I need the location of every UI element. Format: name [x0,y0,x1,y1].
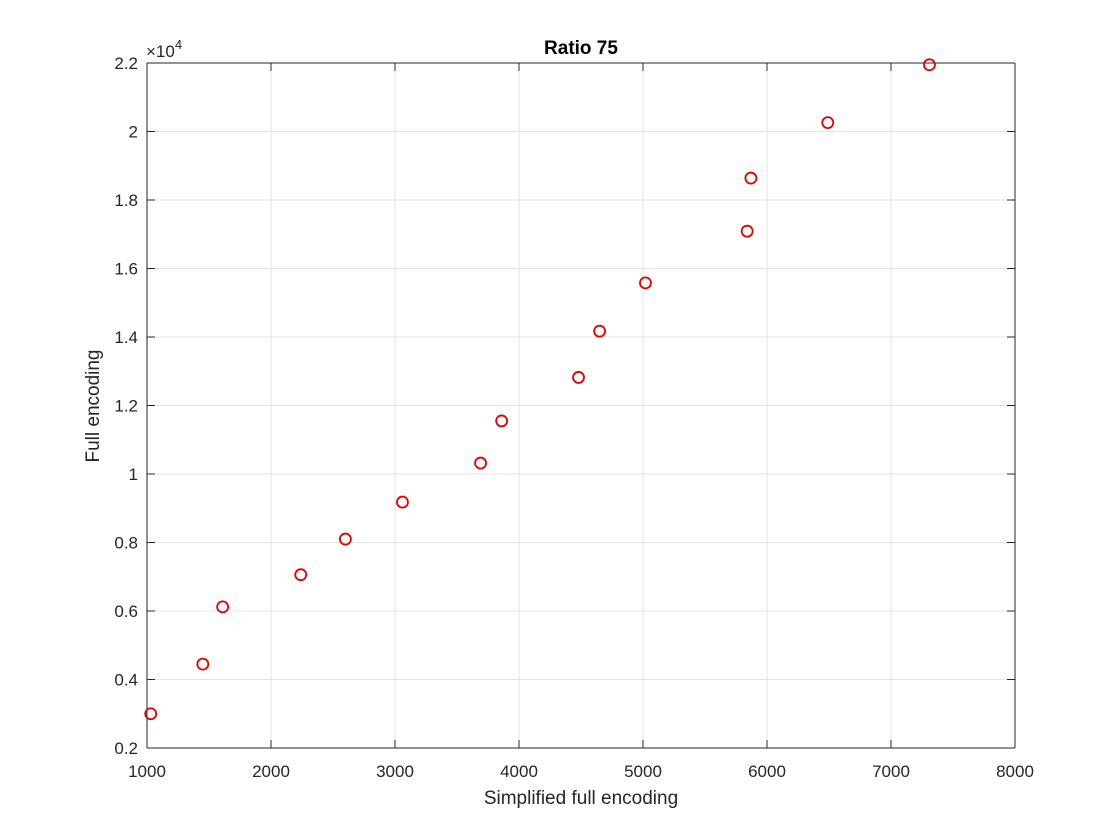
y-axis-ticks: 0.2 0.4 0.6 0.8 1 1.2 1.4 1.6 1.8 2 2.2 [114,54,1015,758]
x-tick-label: 4000 [500,762,538,781]
scatter-point [144,707,158,721]
y-tick-label: 1.4 [114,328,138,347]
x-tick-label: 5000 [624,762,662,781]
y-tick-label: 0.6 [114,602,138,621]
y-tick-label: 2.2 [114,54,138,73]
scatter-point [338,532,352,546]
scatter-point [495,414,509,428]
chart-title: Ratio 75 [544,38,618,59]
y-tick-label: 1.6 [114,260,138,279]
x-tick-label: 7000 [872,762,910,781]
x-tick-label: 6000 [748,762,786,781]
scatter-point [744,171,758,185]
scatter-point [593,324,606,338]
y-axis-label: Full encoding [83,349,104,462]
x-axis-label: Simplified full encoding [484,788,678,809]
scatter-point [923,58,936,72]
scatter-point [396,495,409,509]
y-exponent-base: ×10 [146,42,175,61]
y-tick-label: 1 [129,465,138,484]
x-tick-label: 1000 [128,762,166,781]
y-tick-label: 0.2 [114,739,138,758]
x-tick-label: 8000 [996,762,1034,781]
scatter-point [821,116,835,129]
x-tick-label: 2000 [252,762,290,781]
x-tick-label: 3000 [376,762,414,781]
data-points [144,58,936,721]
scatter-point [294,568,308,582]
scatter-point [572,371,585,384]
y-tick-label: 1.2 [114,397,138,416]
y-tick-label: 2 [129,123,138,142]
y-axis-exponent: ×104 [146,37,182,61]
y-tick-label: 0.4 [114,671,138,690]
scatter-point [639,276,652,290]
scatter-point [216,600,230,614]
x-axis-ticks: 1000 2000 3000 4000 5000 6000 7000 8000 [128,63,1034,781]
y-tick-label: 1.8 [114,191,138,210]
scatter-point [196,657,210,671]
scatter-point [740,224,754,238]
y-exponent-power: 4 [175,37,182,52]
scatter-point [474,456,487,470]
y-tick-label: 0.8 [114,534,138,553]
